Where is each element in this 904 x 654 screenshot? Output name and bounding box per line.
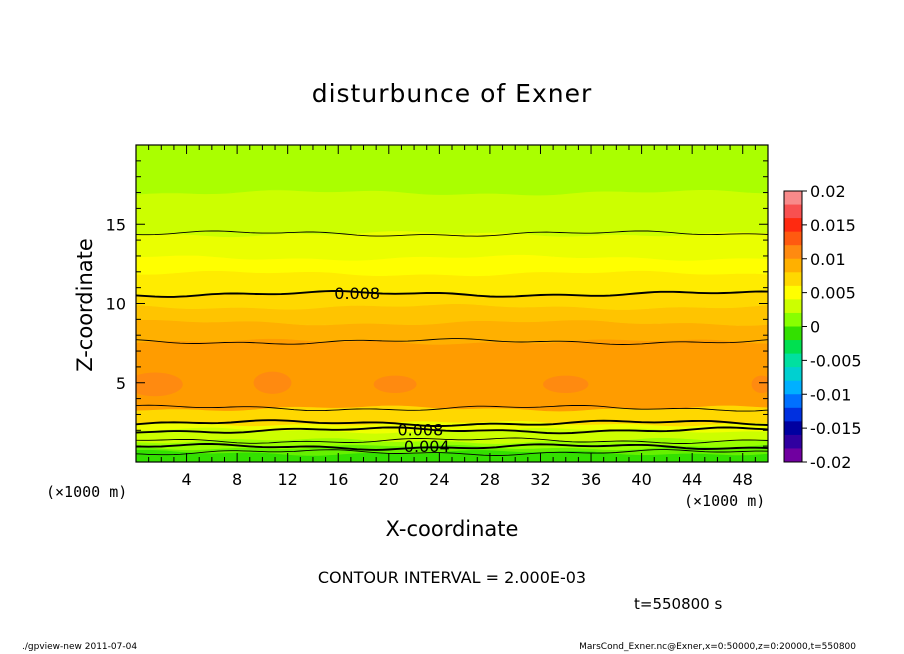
colorbar-segment bbox=[784, 231, 802, 246]
x-tick-label: 24 bbox=[429, 470, 449, 489]
colorbar-tick-label: 0.01 bbox=[810, 250, 846, 269]
x-tick-label: 4 bbox=[181, 470, 191, 489]
max-patch bbox=[136, 372, 183, 397]
colorbar-tick-label: 0.015 bbox=[810, 216, 856, 235]
contour-label: 0.004 bbox=[404, 437, 450, 456]
colorbar-tick-label: 0.02 bbox=[810, 182, 846, 201]
x-tick-label: 40 bbox=[631, 470, 651, 489]
x-tick-label: 36 bbox=[581, 470, 601, 489]
time-label: t=550800 s bbox=[634, 595, 722, 613]
chart-title: disturbunce of Exner bbox=[312, 79, 593, 108]
field-band bbox=[136, 145, 768, 196]
colorbar-tick-label: -0.005 bbox=[810, 351, 862, 370]
max-patch bbox=[253, 371, 292, 394]
x-axis-label: X-coordinate bbox=[386, 517, 519, 541]
colorbar-segment bbox=[784, 380, 802, 395]
colorbar-segment bbox=[784, 312, 802, 327]
colorbar-segment bbox=[784, 299, 802, 314]
colorbar: 0.02 0.015 0.01 0.005 0 -0.005 -0.01 -0.015 -0.0… bbox=[783, 182, 862, 472]
y-tick-label: 15 bbox=[106, 215, 126, 234]
x-unit-left: (×1000 m) bbox=[46, 483, 127, 501]
colorbar-segment bbox=[784, 353, 802, 368]
colorbar-segment bbox=[784, 421, 802, 436]
colorbar-segment bbox=[784, 394, 802, 409]
contour-line bbox=[136, 449, 768, 456]
x-tick-label: 8 bbox=[232, 470, 242, 489]
contour-interval-text: CONTOUR INTERVAL = 2.000E-03 bbox=[318, 568, 586, 587]
contour-line bbox=[136, 230, 768, 237]
contour-line bbox=[136, 404, 768, 412]
colorbar-segment bbox=[784, 272, 802, 287]
contour-label: 0.008 bbox=[397, 420, 443, 439]
x-tick-label: 16 bbox=[328, 470, 348, 489]
contour-line bbox=[136, 443, 768, 451]
x-tick-label: 20 bbox=[379, 470, 399, 489]
field-band bbox=[136, 338, 768, 412]
colorbar-segment bbox=[784, 434, 802, 449]
x-unit-right: (×1000 m) bbox=[684, 492, 765, 510]
colorbar-segment bbox=[784, 258, 802, 273]
colorbar-segment bbox=[784, 367, 802, 382]
colorbar-segment bbox=[784, 448, 802, 463]
colorbar-tick-label: -0.01 bbox=[810, 385, 851, 404]
field-band bbox=[136, 189, 768, 238]
colorbar-tick-label: 0.005 bbox=[810, 284, 856, 303]
colorbar-tick-label: -0.015 bbox=[810, 419, 862, 438]
colorbar-segment bbox=[784, 191, 802, 206]
colorbar-segment bbox=[784, 204, 802, 219]
contour-line bbox=[136, 419, 768, 427]
colorbar-tick-label: -0.02 bbox=[810, 453, 851, 472]
x-tick-label: 12 bbox=[278, 470, 298, 489]
y-tick-label: 5 bbox=[116, 374, 126, 393]
contour-line bbox=[136, 290, 768, 298]
x-tick-label: 44 bbox=[682, 470, 702, 489]
colorbar-segment bbox=[784, 407, 802, 422]
colorbar-segment bbox=[784, 218, 802, 233]
colorbar-tick-label: 0 bbox=[810, 318, 820, 337]
x-tick-label: 32 bbox=[530, 470, 550, 489]
max-patch bbox=[373, 375, 417, 394]
footer-right: MarsCond_Exner.nc@Exner,x=0:50000,z=0:20… bbox=[579, 642, 856, 652]
y-axis-label: Z-coordinate bbox=[73, 238, 97, 372]
footer-left: ./gpview-new 2011-07-04 bbox=[22, 642, 138, 652]
colorbar-segment bbox=[784, 326, 802, 341]
colorbar-segment bbox=[784, 245, 802, 260]
contour-line bbox=[136, 338, 768, 345]
x-tick-label: 28 bbox=[480, 470, 500, 489]
max-patch bbox=[751, 375, 768, 394]
y-tick-label: 10 bbox=[106, 295, 126, 314]
colorbar-segment bbox=[784, 340, 802, 355]
colorbar-segment bbox=[784, 285, 802, 300]
x-tick-label: 48 bbox=[733, 470, 753, 489]
contour-line bbox=[136, 437, 768, 444]
max-patch bbox=[543, 375, 589, 394]
contour-label: 0.008 bbox=[334, 284, 380, 303]
contour-line bbox=[136, 426, 768, 435]
